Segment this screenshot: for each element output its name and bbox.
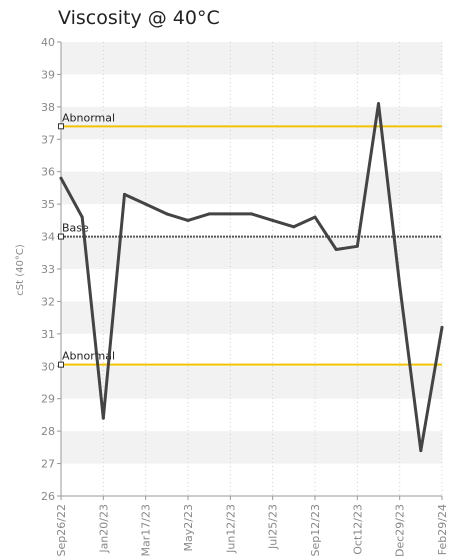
y-tick-label: 28 <box>41 425 55 438</box>
y-tick-label: 35 <box>41 198 55 211</box>
x-tick-label: May2/23 <box>182 504 195 551</box>
data-point <box>123 192 126 196</box>
reference-label: Abnormal <box>62 111 115 124</box>
y-tick-label: 30 <box>41 360 55 373</box>
grid-band <box>61 236 442 269</box>
y-tick-label: 36 <box>41 166 55 179</box>
x-tick-label: Jan20/23 <box>97 504 110 554</box>
grid-band <box>61 106 442 140</box>
x-tick-label: Sep12/23 <box>309 504 322 556</box>
x-tick-label: Jun12/23 <box>224 504 237 554</box>
x-tick-label: Jul25/23 <box>267 504 280 550</box>
data-point <box>419 449 423 453</box>
y-tick-label: 32 <box>41 295 55 308</box>
y-axis-label: cSt (40°C) <box>15 244 26 296</box>
x-tick-label: Sep26/22 <box>55 504 68 556</box>
grid-band <box>61 431 442 464</box>
data-point <box>207 212 211 216</box>
y-tick-label: 27 <box>41 458 55 471</box>
y-tick-label: 38 <box>41 101 55 114</box>
data-point <box>250 212 253 216</box>
reference-marker <box>58 361 64 368</box>
grid-band <box>61 42 442 75</box>
chart-title: Viscosity @ 40°C <box>58 7 220 29</box>
x-tick-label: Oct12/23 <box>351 504 364 555</box>
x-tick-label: Feb29/24 <box>436 504 449 555</box>
grid-band <box>61 301 442 334</box>
data-point <box>377 102 380 106</box>
data-point <box>313 215 317 219</box>
data-point <box>334 248 338 252</box>
reference-label: Abnormal <box>62 350 115 363</box>
data-point <box>228 212 232 216</box>
y-tick-label: 34 <box>41 231 55 244</box>
data-point <box>80 215 84 219</box>
grid-band <box>61 171 442 205</box>
data-point <box>292 225 296 229</box>
y-tick-label: 26 <box>41 490 55 503</box>
data-point <box>165 212 169 216</box>
reference-marker <box>58 233 64 240</box>
reference-marker <box>58 123 64 130</box>
data-point <box>101 416 105 420</box>
grid-band <box>61 366 442 399</box>
y-tick-label: 29 <box>41 393 55 406</box>
data-point <box>186 218 190 222</box>
x-tick-label: Dec29/23 <box>394 504 407 557</box>
data-point <box>144 202 148 206</box>
data-point <box>59 176 63 180</box>
data-point <box>398 283 402 287</box>
y-tick-label: 40 <box>41 36 55 49</box>
y-tick-label: 39 <box>41 68 55 81</box>
data-point <box>440 325 444 329</box>
y-tick-label: 33 <box>41 263 55 276</box>
y-tick-label: 31 <box>41 328 55 341</box>
y-tick-label: 37 <box>41 133 55 146</box>
x-tick-label: Mar17/23 <box>140 504 153 556</box>
data-point <box>271 218 275 222</box>
data-point <box>355 244 359 248</box>
